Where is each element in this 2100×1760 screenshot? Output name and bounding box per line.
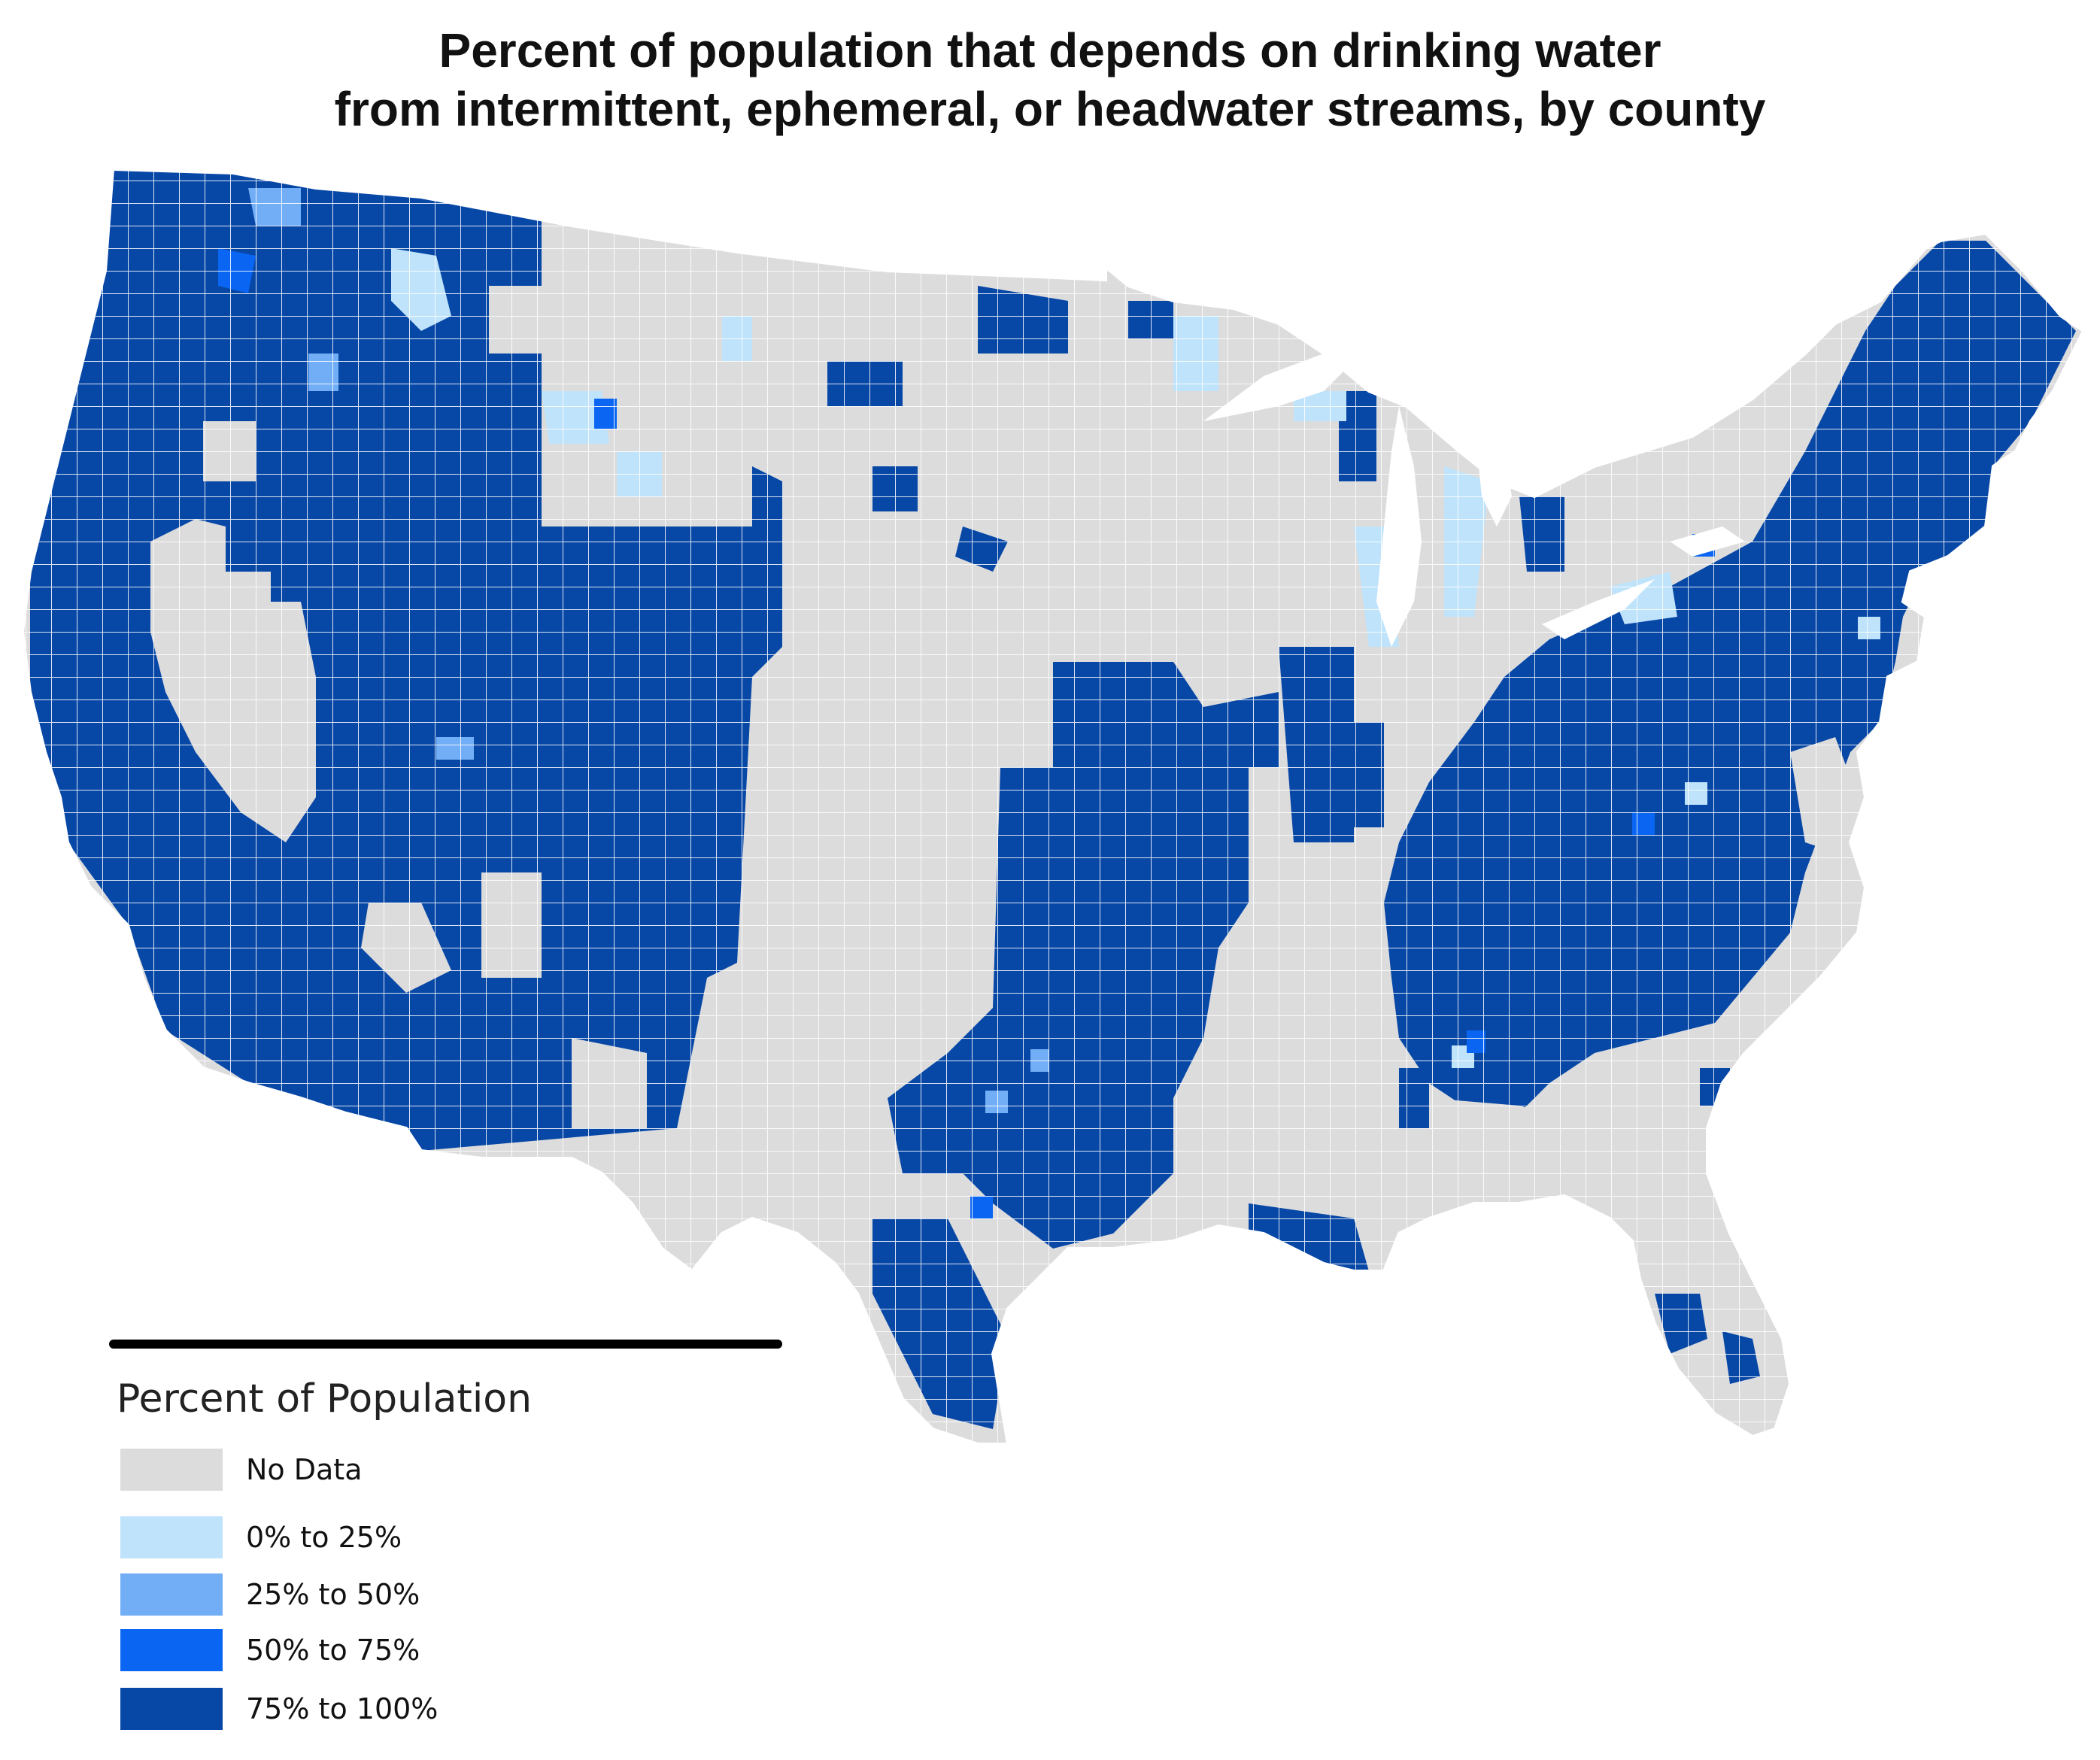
legend-swatch (120, 1516, 223, 1558)
lake-erie (1542, 579, 1655, 639)
lake-ontario (1670, 526, 1745, 557)
lake-superior (1203, 338, 1376, 421)
legend-divider (109, 1340, 782, 1349)
map-title-line-1: Percent of population that depends on dr… (439, 23, 1661, 77)
legend-swatch (120, 1449, 223, 1491)
legend-swatch (120, 1688, 223, 1730)
legend-label: No Data (246, 1453, 363, 1486)
legend-label: 25% to 50% (246, 1578, 420, 1611)
map-title-line-2: from intermittent, ephemeral, or headwat… (334, 82, 1766, 136)
lake-huron (1474, 421, 1512, 526)
legend-swatch (120, 1629, 223, 1671)
legend-label: 0% to 25% (246, 1521, 402, 1554)
legend-title: Percent of Population (117, 1376, 533, 1422)
legend-swatch (120, 1573, 223, 1616)
map-title: Percent of population that depends on dr… (0, 21, 2100, 138)
legend-label: 50% to 75% (246, 1634, 420, 1667)
region-la-bright (1264, 1245, 1286, 1264)
lake-michigan (1376, 406, 1422, 647)
legend-label: 75% to 100% (246, 1692, 439, 1725)
